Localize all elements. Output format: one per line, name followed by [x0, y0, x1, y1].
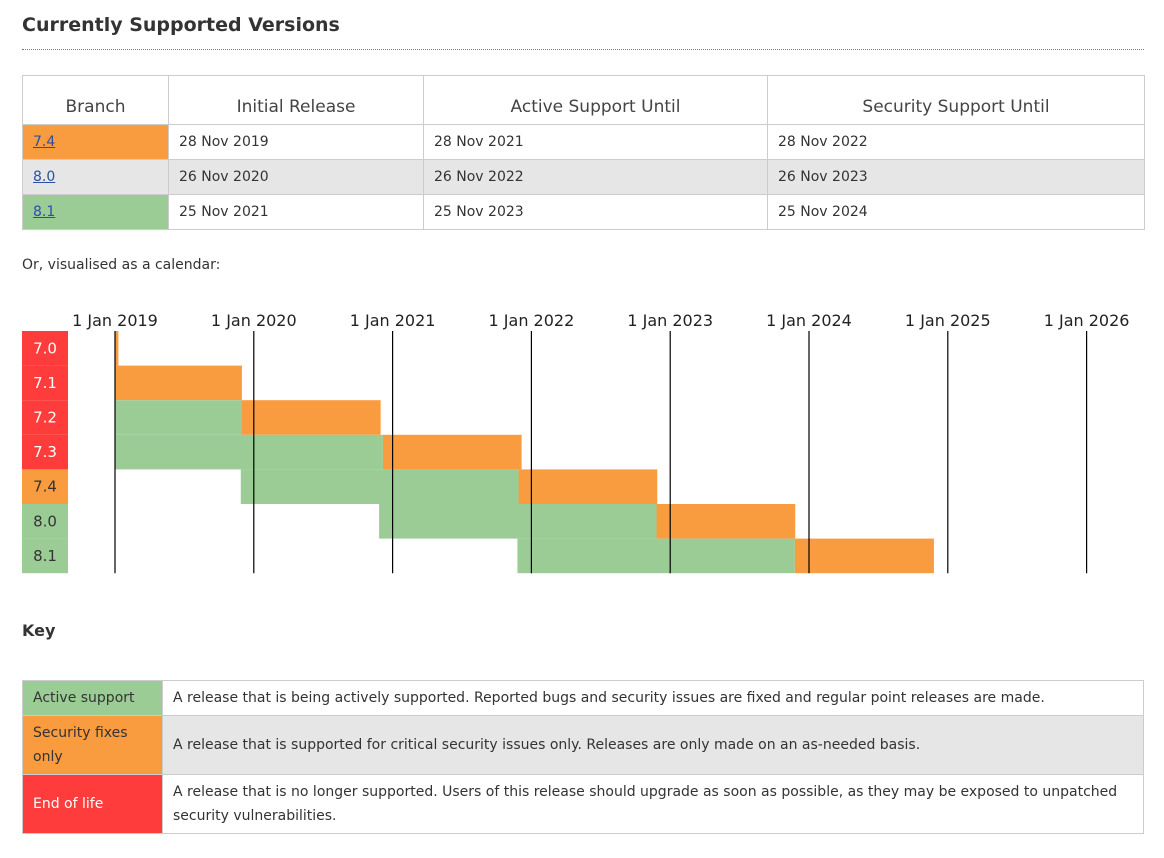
key-row-active: Active support A release that is being a…: [22, 680, 1144, 716]
branch-label-box: [22, 538, 68, 574]
year-label: 1 Jan 2021: [350, 311, 436, 330]
key-label-active: Active support: [22, 680, 163, 716]
branch-label-box: [22, 400, 68, 435]
year-label: 1 Jan 2025: [905, 311, 991, 330]
branch-label-box: [22, 331, 68, 366]
year-label: 1 Jan 2023: [627, 311, 713, 330]
column-header-security-support: Security Support Until: [767, 75, 1145, 125]
security-support-cell: 26 Nov 2023: [767, 159, 1145, 195]
branch-label: 7.4: [33, 478, 57, 496]
key-description-security: A release that is supported for critical…: [162, 715, 1144, 775]
branch-label: 7.1: [33, 374, 57, 392]
active-support-bar: [517, 538, 795, 574]
key-label-security: Security fixes only: [22, 715, 163, 775]
security-support-bar: [656, 504, 796, 539]
calendar-intro-text: Or, visualised as a calendar:: [22, 257, 221, 273]
active-support-cell: 26 Nov 2022: [423, 159, 768, 195]
year-label: 1 Jan 2022: [489, 311, 575, 330]
branch-cell: 7.4: [22, 124, 169, 160]
column-header-active-support: Active Support Until: [423, 75, 768, 125]
support-calendar: 1 Jan 2019 1 Jan 2020 1 Jan 2021 1 Jan 2022…: [22, 311, 1130, 574]
branch-link-8-0[interactable]: 8.0: [33, 169, 56, 185]
key-label-eol: End of life: [22, 774, 163, 834]
year-label: 1 Jan 2026: [1044, 311, 1130, 330]
year-label: 1 Jan 2020: [211, 311, 297, 330]
security-support-bar: [518, 469, 658, 504]
branch-cell: 8.0: [22, 159, 169, 195]
branch-label-box: [22, 434, 68, 470]
active-support-bar: [240, 469, 519, 504]
security-support-bar: [241, 400, 381, 435]
table-header-row: Branch Initial Release Active Support Un…: [22, 75, 1145, 125]
key-title: Key: [22, 621, 56, 640]
branch-link-7-4[interactable]: 7.4: [33, 134, 56, 150]
branch-label-box: [22, 504, 68, 539]
table-row: 8.1 25 Nov 2021 25 Nov 2023 25 Nov 2024: [22, 194, 1145, 230]
key-row-eol: End of life A release that is no longer …: [22, 774, 1144, 834]
key-table: Active support A release that is being a…: [22, 680, 1144, 834]
branch-link-8-1[interactable]: 8.1: [33, 204, 56, 220]
security-support-bar: [115, 331, 119, 366]
year-label: 1 Jan 2019: [72, 311, 158, 330]
branch-cell: 8.1: [22, 194, 169, 230]
security-support-bar: [382, 434, 522, 470]
branch-label: 7.0: [33, 339, 57, 357]
active-support-cell: 28 Nov 2021: [423, 124, 768, 160]
key-description-eol: A release that is no longer supported. U…: [162, 774, 1144, 834]
supported-versions-table: Branch Initial Release Active Support Un…: [22, 75, 1145, 230]
initial-release-cell: 26 Nov 2020: [168, 159, 424, 195]
branch-label-box: [22, 365, 68, 401]
active-support-bar: [115, 400, 242, 435]
active-support-bar: [115, 434, 383, 470]
active-support-cell: 25 Nov 2023: [423, 194, 768, 230]
security-support-bar: [115, 365, 242, 401]
active-support-bar: [379, 504, 657, 539]
year-label: 1 Jan 2024: [766, 311, 852, 330]
initial-release-cell: 25 Nov 2021: [168, 194, 424, 230]
column-header-initial-release: Initial Release: [168, 75, 424, 125]
section-title: Currently Supported Versions: [22, 14, 340, 36]
column-header-branch: Branch: [22, 75, 169, 125]
key-row-security: Security fixes only A release that is su…: [22, 715, 1144, 775]
branch-label: 8.0: [33, 512, 57, 530]
branch-label-box: [22, 469, 68, 504]
title-divider: [22, 49, 1144, 50]
branch-label: 7.2: [33, 409, 57, 427]
security-support-cell: 25 Nov 2024: [767, 194, 1145, 230]
branch-label: 7.3: [33, 443, 57, 461]
initial-release-cell: 28 Nov 2019: [168, 124, 424, 160]
branch-label: 8.1: [33, 547, 57, 565]
table-row: 7.4 28 Nov 2019 28 Nov 2021 28 Nov 2022: [22, 124, 1145, 160]
security-support-cell: 28 Nov 2022: [767, 124, 1145, 160]
table-row: 8.0 26 Nov 2020 26 Nov 2022 26 Nov 2023: [22, 159, 1145, 195]
security-support-bar: [794, 538, 934, 574]
key-description-active: A release that is being actively support…: [162, 680, 1144, 716]
